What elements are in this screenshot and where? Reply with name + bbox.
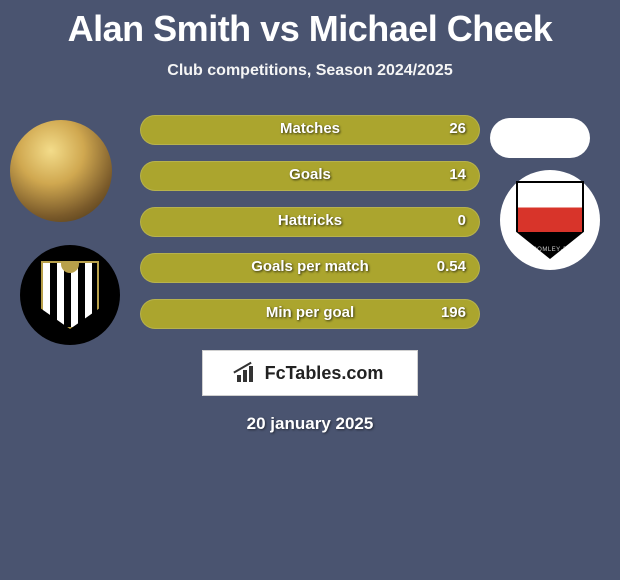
- comparison-panel: Matches 26 Goals 14 Hattricks 0 Goals pe…: [0, 110, 620, 340]
- snapshot-date: 20 january 2025: [0, 414, 620, 434]
- stat-bars: Matches 26 Goals 14 Hattricks 0 Goals pe…: [140, 115, 480, 345]
- stat-value: 196: [441, 304, 466, 321]
- stat-bar-goals-per-match: Goals per match 0.54: [140, 253, 480, 283]
- stat-label: Min per goal: [140, 304, 480, 321]
- brand-chart-icon: [237, 364, 259, 382]
- stat-label: Hattricks: [140, 212, 480, 229]
- stat-value: 0.54: [437, 258, 466, 275]
- stat-value: 26: [449, 120, 466, 137]
- page-subtitle: Club competitions, Season 2024/2025: [0, 62, 620, 80]
- stat-value: 14: [449, 166, 466, 183]
- stat-bar-matches: Matches 26: [140, 115, 480, 145]
- player-right-avatar: [490, 118, 590, 158]
- stat-label: Goals per match: [140, 258, 480, 275]
- brand-badge: FcTables.com: [202, 350, 418, 396]
- player-right-club-badge: [500, 170, 600, 270]
- player-left-avatar: [10, 120, 112, 222]
- stat-bar-min-per-goal: Min per goal 196: [140, 299, 480, 329]
- stat-label: Matches: [140, 120, 480, 137]
- stat-bar-hattricks: Hattricks 0: [140, 207, 480, 237]
- stat-bar-goals: Goals 14: [140, 161, 480, 191]
- brand-text: FcTables.com: [265, 363, 384, 384]
- stat-label: Goals: [140, 166, 480, 183]
- stat-value: 0: [458, 212, 466, 229]
- player-left-club-badge: [20, 245, 120, 345]
- page-title: Alan Smith vs Michael Cheek: [0, 0, 620, 50]
